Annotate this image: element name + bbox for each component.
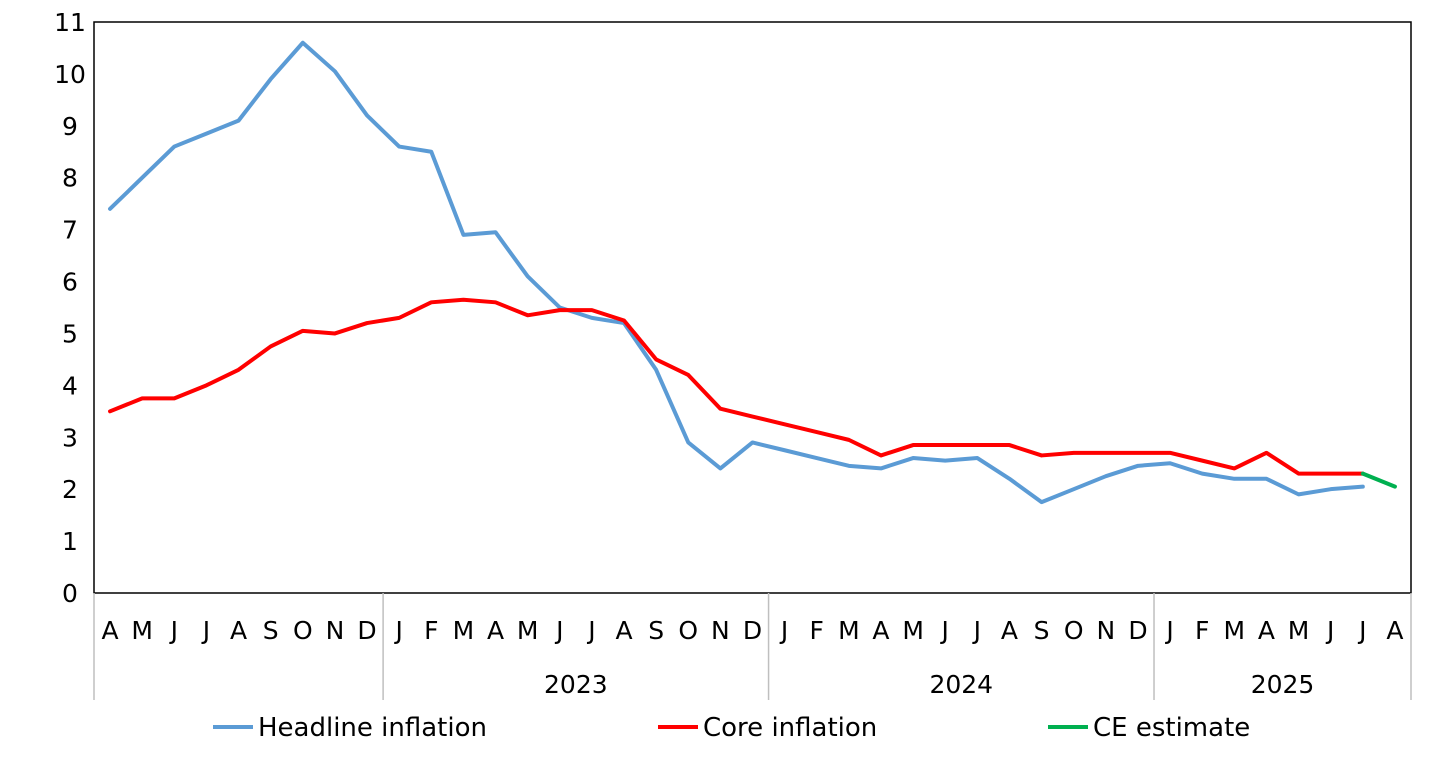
x-tick-label: M: [1224, 616, 1246, 645]
x-tick-label: A: [615, 616, 632, 645]
x-tick-label: A: [1258, 616, 1275, 645]
y-tick-label: 7: [62, 216, 78, 245]
x-tick-label: A: [487, 616, 504, 645]
series-layer: [108, 40, 1397, 505]
x-tick-label: O: [678, 616, 698, 645]
x-tick-label: F: [424, 616, 438, 645]
plot-area-border: [93, 21, 1412, 594]
y-tick-label: 11: [54, 8, 86, 37]
legend-label: Core inflation: [703, 713, 877, 743]
y-tick-label: 10: [54, 60, 86, 89]
x-tick-label: J: [586, 616, 595, 645]
x-tick-label: A: [102, 616, 119, 645]
x-tick-label: J: [201, 616, 210, 645]
x-tick-label: N: [1096, 616, 1115, 645]
x-tick-label: J: [1357, 616, 1366, 645]
x-tick-label: A: [872, 616, 889, 645]
y-axis: 0 1 2 3 4 5 6 7 8 9 10 11: [54, 8, 86, 608]
y-tick-label: 4: [62, 371, 78, 400]
legend-label: CE estimate: [1093, 713, 1250, 743]
series-line: [108, 297, 1365, 476]
x-tick-label: J: [940, 616, 949, 645]
x-tick-label: O: [1064, 616, 1084, 645]
x-tick-label: N: [711, 616, 730, 645]
x-tick-label: A: [230, 616, 247, 645]
legend: Headline inflation Core inflation CE estim…: [213, 713, 1250, 743]
y-tick-label: 8: [62, 164, 78, 193]
x-tick-label: J: [393, 616, 402, 645]
x-tick-label: J: [1325, 616, 1334, 645]
x-tick-label: M: [131, 616, 153, 645]
x-tick-label: S: [263, 616, 279, 645]
y-tick-label: 5: [62, 319, 78, 348]
y-tick-label: 0: [62, 579, 78, 608]
series-line: [108, 40, 1365, 505]
x-tick-label: A: [1001, 616, 1018, 645]
year-label: 2023: [544, 670, 608, 699]
x-tick-label: J: [972, 616, 981, 645]
x-tick-label: S: [1034, 616, 1050, 645]
x-tick-label: D: [357, 616, 376, 645]
x-tick-label: J: [554, 616, 563, 645]
x-tick-label: M: [1288, 616, 1310, 645]
x-tick-label: M: [902, 616, 924, 645]
y-tick-label: 1: [62, 527, 78, 556]
y-tick-label: 3: [62, 423, 78, 452]
x-tick-label: S: [648, 616, 664, 645]
legend-label: Headline inflation: [258, 713, 487, 743]
year-label: 2024: [929, 670, 993, 699]
x-tick-label: J: [779, 616, 788, 645]
x-tick-label: J: [169, 616, 178, 645]
x-tick-label: N: [326, 616, 345, 645]
y-tick-label: 6: [62, 268, 78, 297]
x-tick-label: A: [1386, 616, 1403, 645]
x-tick-label: D: [743, 616, 762, 645]
x-tick-label: D: [1128, 616, 1147, 645]
y-tick-label: 9: [62, 112, 78, 141]
x-tick-label: M: [453, 616, 475, 645]
x-tick-label: F: [810, 616, 824, 645]
x-tick-label: M: [517, 616, 539, 645]
x-tick-label: M: [838, 616, 860, 645]
x-tick-label: F: [1195, 616, 1209, 645]
y-tick-label: 2: [62, 475, 78, 504]
x-tick-label: O: [293, 616, 313, 645]
x-tick-label: J: [1164, 616, 1173, 645]
year-label: 2025: [1251, 670, 1315, 699]
series-line: [1360, 471, 1397, 489]
